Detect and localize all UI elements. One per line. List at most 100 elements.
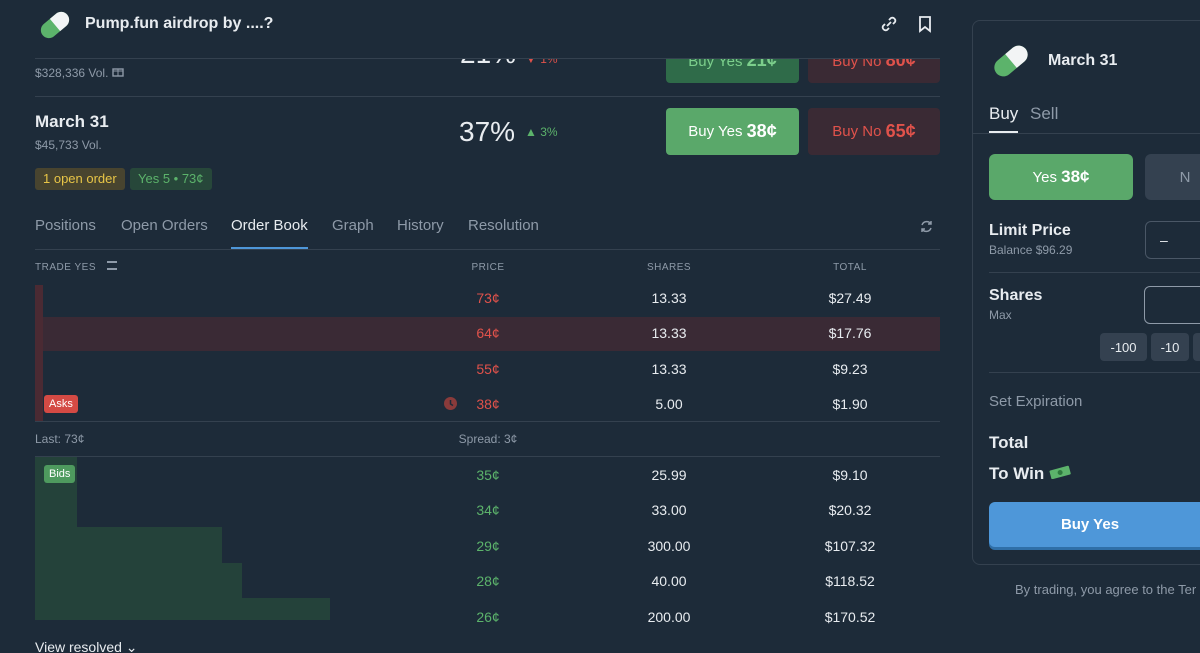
order-price: 73¢	[476, 290, 500, 306]
label: Buy Yes	[1060, 516, 1120, 533]
order-cell: $20.32	[828, 502, 872, 519]
order-cell: 5.00	[655, 396, 683, 413]
order-cell: 13.33	[651, 290, 687, 306]
order-price: 35¢	[476, 467, 500, 483]
position-badge: Yes 5 • 73¢	[130, 168, 212, 190]
to-win-label: To Win	[989, 464, 1071, 484]
total-label: Total	[989, 433, 1029, 452]
order-price: 28¢	[476, 573, 500, 590]
order-price: 38¢	[476, 396, 500, 413]
buy-no-button[interactable]: Buy No 65¢	[808, 108, 940, 155]
tab[interactable]: Resolution	[468, 217, 539, 234]
limit-input[interactable]: –	[1145, 221, 1200, 259]
tab-underline	[231, 247, 308, 249]
refresh-icon[interactable]	[919, 219, 934, 234]
order-cell: 300.00	[647, 537, 691, 554]
order-cell: $17.76	[828, 325, 872, 342]
order-cell: $1.90	[832, 396, 868, 413]
chance: 37%	[459, 116, 516, 147]
clock-icon	[444, 397, 457, 410]
order-cell: $27.49	[828, 290, 872, 306]
market-name: March 31	[35, 112, 109, 131]
price: 65¢	[885, 121, 916, 141]
panel-title: March 31	[1048, 52, 1118, 69]
tab[interactable]: Positions	[35, 217, 96, 234]
bookmark-icon[interactable]	[917, 15, 933, 33]
quick-button[interactable]: -10	[1151, 333, 1189, 361]
column-header: SHARES	[646, 262, 692, 273]
tab-underline	[989, 131, 1018, 133]
limit-price-label: Limit Price	[989, 222, 1071, 239]
terms: By trading, you agree to the Ter	[1015, 582, 1197, 597]
balance: Balance $96.29	[989, 243, 1073, 257]
volume: $45,733 Vol.	[35, 138, 102, 152]
volume: $328,336 Vol.	[35, 66, 124, 80]
bid-depth	[35, 456, 330, 620]
label: Yes	[1032, 168, 1057, 186]
label: To Win	[989, 464, 1045, 483]
spread: Spread: 3¢	[458, 432, 518, 446]
column-header: TRADE YES	[35, 262, 96, 273]
trade-panel	[972, 20, 1200, 565]
order-price: 64¢	[476, 325, 500, 342]
order-price: 34¢	[476, 502, 500, 519]
panel-logo	[994, 45, 1028, 77]
order-cell: $9.23	[832, 360, 868, 377]
view-resolved[interactable]: View resolved ⌄	[35, 639, 138, 653]
change-value: 1%	[540, 52, 558, 66]
order-price: 26¢	[476, 608, 500, 625]
order-cell: 25.99	[651, 467, 687, 483]
label: N	[1179, 168, 1191, 186]
price: 38¢	[1061, 167, 1090, 186]
order-cell: 13.33	[651, 360, 687, 377]
market-title: Pump.fun airdrop by ....?	[85, 15, 274, 32]
buy-tab[interactable]: Buy	[989, 104, 1019, 123]
buy-button[interactable]: Buy Yes	[989, 502, 1200, 547]
label: View resolved	[35, 639, 122, 653]
shares-input[interactable]	[1144, 286, 1200, 324]
change: ▼ 1%	[525, 52, 558, 66]
last-price: Last: 73¢	[35, 432, 85, 446]
tab[interactable]: Order Book	[231, 217, 308, 234]
bids-badge: Bids	[44, 465, 76, 483]
quick-button[interactable]: -100	[1100, 333, 1147, 361]
link-icon[interactable]	[880, 15, 898, 33]
change-value: 3%	[540, 125, 558, 139]
label: Buy Yes	[688, 123, 743, 140]
order-cell: $9.10	[832, 467, 868, 483]
sell-tab[interactable]: Sell	[1030, 104, 1059, 123]
column-header: PRICE	[471, 262, 505, 273]
shares-label: Shares	[989, 287, 1043, 304]
quick-button[interactable]	[1193, 333, 1200, 361]
no-button[interactable]: N	[1145, 154, 1200, 200]
sort-icon	[107, 261, 117, 270]
change: ▲ 3%	[525, 125, 558, 139]
expiration[interactable]: Set Expiration	[989, 393, 1083, 410]
open-order-badge[interactable]: 1 open order	[35, 168, 125, 190]
order-cell: 33.00	[651, 502, 687, 519]
tab[interactable]: Graph	[332, 217, 374, 234]
buy-yes-button[interactable]: Buy Yes 38¢	[666, 108, 799, 155]
order-price: 55¢	[476, 360, 500, 377]
logo	[40, 11, 70, 39]
highlight-row	[43, 317, 940, 352]
max-link[interactable]: Max	[989, 308, 1012, 322]
label: Buy No	[832, 123, 882, 140]
yes-button[interactable]: Yes 38¢	[989, 154, 1133, 200]
order-cell: 13.33	[651, 325, 687, 342]
order-cell: $107.32	[824, 537, 876, 554]
column-header: TOTAL	[833, 262, 867, 273]
chance: 21%	[460, 58, 516, 72]
asks-badge: Asks	[44, 395, 78, 413]
order-price: 29¢	[476, 537, 500, 554]
price: 38¢	[746, 121, 777, 141]
tab[interactable]: History	[397, 217, 444, 234]
order-cell: $118.52	[825, 573, 875, 590]
volume-text: $328,336 Vol.	[35, 66, 109, 80]
ask-depth	[35, 285, 43, 421]
tab[interactable]: Open Orders	[121, 217, 208, 234]
order-cell: 40.00	[651, 573, 687, 590]
order-cell: $170.52	[824, 608, 876, 625]
